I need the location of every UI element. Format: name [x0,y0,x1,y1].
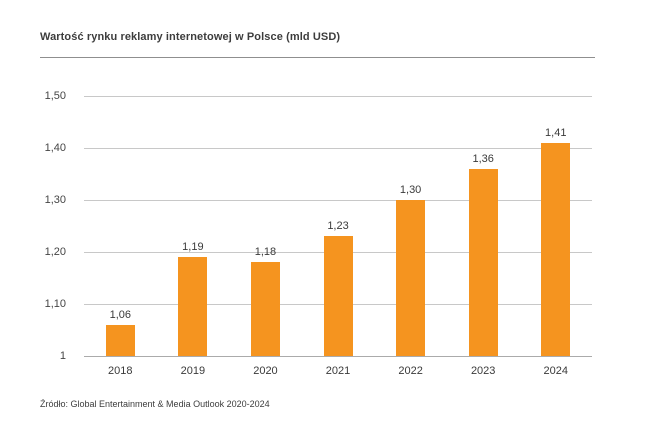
bar-value-label: 1,06 [109,308,131,321]
bar-2020 [250,262,280,356]
bar-column-2021: 1,23 [302,96,375,356]
plot-area: 1,06 1,19 1,18 1,23 1,30 1,36 [84,96,592,357]
bar-2021 [323,236,353,356]
bar-value-label: 1,41 [545,126,567,139]
bar-column-2022: 1,30 [374,96,447,356]
bar-2019 [178,257,208,356]
x-axis-label: 2018 [108,365,133,377]
bar-column-2018: 1,06 [84,96,157,356]
x-axis-label: 2020 [253,365,278,377]
bar-2022 [396,200,426,356]
bar-value-label: 1,30 [399,184,422,196]
x-axis-label: 2023 [470,365,496,377]
gridline [84,148,592,149]
bars-row: 1,06 1,19 1,18 1,23 1,30 1,36 [84,96,592,356]
x-axis: 2018 2019 2020 2021 2022 2023 2024 [84,365,592,377]
y-axis-tick-label: 1 [59,350,66,362]
bar-2023 [468,168,498,356]
y-axis-tick-label: 1,40 [44,142,66,154]
gridline [84,200,592,201]
bar-value-label: 1,18 [254,246,277,259]
gridline [84,96,592,97]
bar-2024 [541,142,571,356]
bar-2018 [105,324,135,356]
bar-column-2020: 1,18 [229,96,302,356]
x-axis-label: 2021 [325,365,351,377]
x-axis-label: 2022 [398,365,423,377]
x-axis-label: 2024 [543,365,568,377]
x-axis-baseline [84,356,592,357]
bar-column-2023: 1,36 [447,96,520,356]
bar-value-label: 1,23 [327,220,349,233]
title-divider [40,57,595,58]
bar-column-2019: 1,19 [157,96,230,356]
y-axis-tick-label: 1,50 [44,90,66,102]
chart-title: Wartość rynku reklamy internetowej w Pol… [40,31,341,43]
bar-column-2024: 1,41 [519,96,592,356]
y-axis: 1,50 1,40 1,30 1,20 1,10 1 [25,90,66,362]
y-axis-tick-label: 1,10 [44,298,66,310]
y-axis-tick-label: 1,20 [44,246,66,258]
bar-value-label: 1,19 [182,241,204,254]
bar-value-label: 1,36 [472,152,494,165]
y-axis-tick-label: 1,30 [44,194,66,206]
source-note: Źródło: Global Entertainment & Media Out… [40,399,270,409]
x-axis-label: 2019 [180,365,206,377]
